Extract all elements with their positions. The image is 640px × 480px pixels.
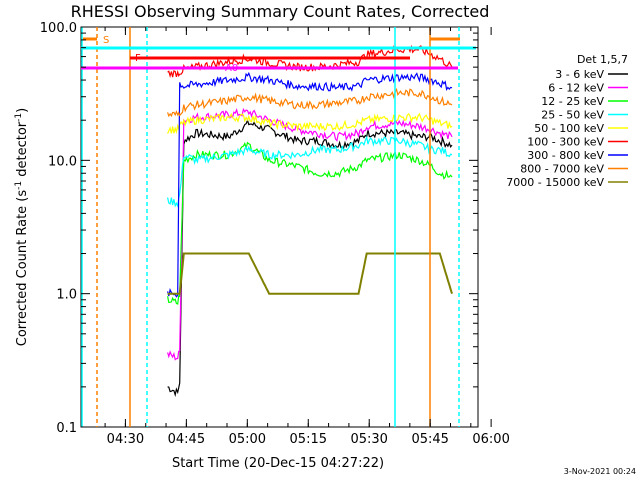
y-axis-label: Corrected Count Rate (s-1 detector-1): [14, 108, 30, 346]
series-line-12-25kev: [167, 141, 453, 305]
y-tick-label: 10.0: [48, 154, 77, 169]
legend-entry-label: 7000 - 15000 keV: [506, 176, 604, 189]
x-axis-label: Start Time (20-Dec-15 04:27:22): [172, 456, 384, 471]
plot-frame: [80, 26, 479, 428]
legend-entry-label: 300 - 800 keV: [527, 149, 604, 162]
attenuator-label-a0: A0: [225, 63, 238, 74]
series-line-7000-15000kev: [167, 252, 453, 295]
series-line-300-800kev: [167, 71, 453, 298]
series-line-3-6kev: [167, 118, 453, 398]
x-tick-label: 05:00: [229, 432, 266, 447]
x-tick-label: 05:45: [411, 432, 448, 447]
overlay-layer: S F A0: [81, 27, 476, 427]
legend-entry-label: 100 - 300 keV: [527, 136, 604, 149]
y-tick-label: 1.0: [56, 288, 77, 303]
series-line-100-300kev: [167, 44, 453, 79]
series-line-800-7000kev: [167, 87, 453, 118]
x-tick-label: 05:30: [350, 432, 387, 447]
x-tick-label: 04:45: [168, 432, 205, 447]
x-tick-label: 06:00: [472, 432, 509, 447]
date-stamp: 3-Nov-2021 00:24: [564, 467, 636, 476]
legend-entry-label: 800 - 7000 keV: [520, 163, 604, 176]
legend-entry-label: 12 - 25 keV: [541, 95, 604, 108]
legend-title: Det 1,5,7: [577, 53, 628, 66]
x-tick-label: 05:15: [290, 432, 327, 447]
series-line-50-100kev: [167, 112, 453, 135]
legend-entry-label: 6 - 12 keV: [548, 82, 604, 95]
attenuator-label-s: S: [103, 35, 109, 46]
series-layer: [167, 44, 453, 398]
attenuator-label-f: F: [135, 53, 141, 64]
series-line-25-50kev: [167, 135, 453, 208]
legend-entry-label: 25 - 50 keV: [541, 109, 604, 122]
x-axis: 04:30 04:45 05:00 05:15 05:30 05:45 06:00: [104, 27, 510, 447]
legend-entry-label: 3 - 6 keV: [555, 68, 604, 81]
chart-title: RHESSI Observing Summary Count Rates, Co…: [71, 2, 490, 21]
legend-entry-label: 50 - 100 keV: [534, 122, 604, 135]
y-tick-label: 100.0: [40, 21, 77, 36]
y-tick-label: 0.1: [56, 421, 77, 436]
x-tick-label: 04:30: [107, 432, 144, 447]
y-axis: 0.1 1.0 10.0 100.0: [40, 21, 478, 436]
series-line-6-12kev: [167, 107, 453, 361]
